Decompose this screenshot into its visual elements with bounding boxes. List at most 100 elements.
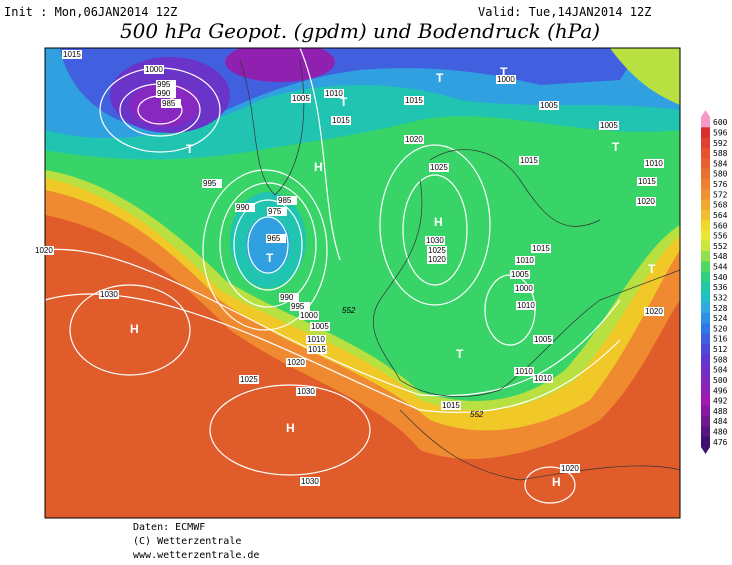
pressure-label-bg [516,301,536,310]
pressure-label: 1020 [561,464,579,473]
pressure-label-bg [99,290,119,299]
pressure-label-bg [533,335,553,344]
pressure-label: 1010 [534,374,552,383]
pressure-label-bg [235,203,255,212]
pressure-label-bg [599,121,619,130]
pressure-label: 1025 [428,246,446,255]
pressure-center: H [314,160,323,174]
pressure-label: 1015 [520,156,538,165]
pressure-label-bg [539,101,559,110]
pressure-label-bg [307,345,327,354]
pressure-label: 1030 [426,236,444,245]
pressure-center: H [434,215,443,229]
pressure-label: 990 [157,89,171,98]
init-text: Init : Mon,06JAN2014 12Z [4,5,177,19]
pressure-label-bg [156,89,176,98]
pressure-label-bg [239,375,259,384]
pressure-label: 1000 [300,311,318,320]
colorbar-label: 492 [713,397,728,406]
pressure-label-bg [279,293,299,302]
geopotential-label: 552 [342,306,356,315]
pressure-label: 1010 [517,301,535,310]
pressure-label: 1010 [325,89,343,98]
colorbar-label: 552 [713,242,728,251]
pressure-label: 1010 [515,367,533,376]
pressure-label: 1020 [287,358,305,367]
pressure-center: T [500,65,508,79]
pressure-label: 1005 [534,335,552,344]
colorbar-label: 484 [713,417,728,426]
colorbar-label: 560 [713,221,728,230]
pressure-center: H [286,421,295,435]
pressure-label-bg [636,197,656,206]
colorbar-swatch [701,137,710,149]
pressure-label: 995 [291,302,305,311]
colorbar-swatch [701,323,710,335]
valid-text: Valid: Tue,14JAN2014 12Z [478,5,651,19]
title: 500 hPa Geopot. (gpdm) und Bodendruck (h… [120,19,600,43]
colorbar-label: 476 [713,438,728,447]
pressure-label: 1000 [497,75,515,84]
colorbar-swatch [701,374,710,386]
pressure-label-bg [644,307,664,316]
pressure-label: 1015 [442,401,460,410]
pressure-center: T [34,82,42,96]
colorbar-label: 584 [713,159,728,168]
colorbar-swatch [701,364,710,376]
pressure-label: 985 [162,99,176,108]
pressure-label-bg [34,246,54,255]
colorbar-swatch [701,178,710,190]
pressure-center: H [130,322,139,336]
colorbar-swatch [701,230,710,242]
pressure-label: 995 [203,179,217,188]
colorbar-swatch [701,220,710,231]
pressure-center: T [340,95,348,109]
colorbar-label: 580 [713,170,728,179]
pressure-label: 1000 [145,65,163,74]
colorbar-label: 520 [713,324,728,333]
colorbar-swatch [701,147,710,159]
pressure-label-bg [425,236,445,245]
pressure-label-bg [299,311,319,320]
colorbar-label: 568 [713,201,728,210]
colorbar-swatch [701,282,710,293]
pressure-label: 1005 [600,121,618,130]
coastlines [239,59,680,481]
colorbar-swatch [701,168,710,180]
colorbar-swatch [701,302,710,314]
pressure-label: 1005 [511,270,529,279]
map-border [44,47,681,519]
pressure-label-bg [267,207,287,216]
pressure-label: 1020 [645,307,663,316]
colorbar-label: 572 [713,190,728,199]
pressure-label: 990 [236,203,250,212]
colorbar-swatch [701,312,710,324]
colorbar-label: 588 [713,149,728,158]
pressure-label: 1010 [516,256,534,265]
pressure-label-bg [515,256,535,265]
pressure-label: 1010 [645,159,663,168]
pressure-label-bg [331,116,351,125]
pressure-label-bg [429,163,449,172]
pressure-center: H [552,475,561,489]
map-area [45,48,680,518]
colorbar-swatch [701,354,710,365]
pressure-label: 1015 [638,177,656,186]
footer-line: Daten: ECMWF [133,522,205,533]
colorbar-label: 600 [713,118,728,127]
pressure-label-bg [306,335,326,344]
colorbar-label: 592 [713,139,728,148]
pressure-label: 1020 [405,135,423,144]
colorbar-label: 496 [713,386,728,395]
colorbar-swatch [701,127,710,139]
colorbar-label: 540 [713,273,728,282]
colorbar-label: 596 [713,128,728,137]
colorbar-swatch [701,333,710,345]
colorbar-label: 544 [713,263,728,272]
colorbar-label: 480 [713,428,728,437]
pressure-label: 1030 [301,477,319,486]
colorbar-swatch [701,395,710,407]
colorbar-swatch [701,240,710,252]
colorbar-label: 556 [713,232,728,241]
